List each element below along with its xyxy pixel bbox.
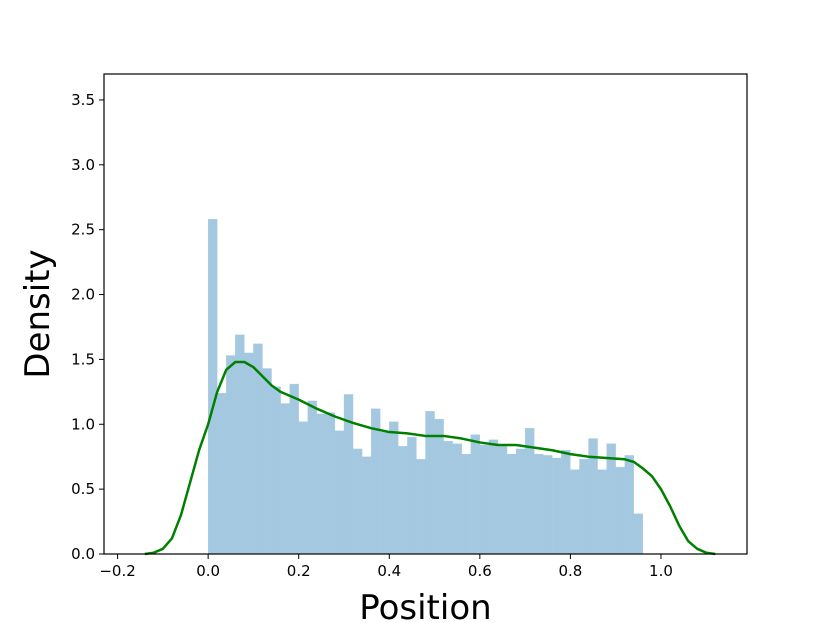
plot-frame bbox=[103, 73, 748, 555]
x-tick-label: −0.2 bbox=[99, 562, 135, 580]
y-tick-label: 2.5 bbox=[71, 221, 95, 239]
x-axis: −0.2 0.0 0.2 0.4 0.6 0.8 1.0 bbox=[99, 554, 673, 580]
histogram-bar bbox=[479, 444, 490, 555]
y-tick-label: 2.0 bbox=[71, 286, 95, 304]
histogram-bar bbox=[207, 219, 218, 555]
y-tick-label: 0.5 bbox=[71, 480, 95, 498]
histogram-bar bbox=[298, 421, 308, 555]
histogram-bar bbox=[515, 448, 526, 555]
histogram-bar bbox=[497, 446, 508, 555]
histogram-bar bbox=[316, 413, 327, 555]
histogram-bar bbox=[271, 386, 281, 555]
histogram-bar bbox=[552, 457, 562, 555]
y-tick-label: 3.0 bbox=[71, 156, 95, 174]
x-tick-label: 0.6 bbox=[468, 562, 492, 580]
histogram-bar bbox=[226, 355, 236, 555]
histogram-bars bbox=[207, 219, 644, 555]
histogram-bar bbox=[434, 418, 444, 555]
histogram-bar bbox=[398, 446, 408, 555]
histogram-bar bbox=[506, 453, 517, 555]
histogram-bar bbox=[289, 383, 299, 555]
histogram-bar bbox=[235, 334, 245, 555]
histogram-bar bbox=[624, 455, 634, 555]
histogram-bar bbox=[443, 440, 453, 555]
histogram-bar bbox=[561, 450, 571, 555]
y-tick-label: 0.0 bbox=[71, 545, 95, 563]
histogram-bar bbox=[244, 352, 254, 555]
histogram-bar bbox=[334, 430, 345, 555]
histogram-bar bbox=[606, 443, 616, 555]
histogram-bar bbox=[425, 411, 435, 555]
histogram-bar bbox=[416, 459, 426, 555]
histogram-bar bbox=[343, 394, 354, 555]
histogram-bar bbox=[470, 434, 480, 555]
histogram-bar bbox=[543, 455, 553, 555]
x-axis-title: Position bbox=[359, 588, 491, 623]
histogram-bar bbox=[452, 443, 462, 555]
x-tick-label: 1.0 bbox=[649, 562, 673, 580]
histogram-bar bbox=[307, 400, 317, 555]
y-tick-label: 1.0 bbox=[71, 415, 95, 433]
histogram-bar bbox=[579, 459, 589, 555]
histogram-bar bbox=[389, 421, 399, 555]
y-tick-label: 3.5 bbox=[71, 91, 95, 109]
x-tick-label: 0.0 bbox=[196, 562, 220, 580]
histogram-bar bbox=[217, 392, 227, 555]
histogram-bar bbox=[633, 513, 644, 555]
histogram-bar bbox=[461, 453, 471, 555]
histogram-bar bbox=[570, 469, 580, 555]
histogram-bar bbox=[361, 456, 372, 555]
histogram-bar bbox=[262, 368, 272, 555]
histogram-bar bbox=[488, 439, 499, 555]
histogram-bar bbox=[325, 412, 336, 555]
histogram-bar bbox=[615, 466, 625, 555]
x-tick-label: 0.8 bbox=[558, 562, 582, 580]
histogram-bar bbox=[534, 453, 544, 555]
kde-line bbox=[144, 360, 716, 556]
y-tick-label: 1.5 bbox=[71, 350, 95, 368]
y-axis: 0.0 0.5 1.0 1.5 2.0 2.5 3.0 3.5 bbox=[71, 91, 104, 563]
histogram-bar bbox=[597, 469, 607, 555]
histogram-bar bbox=[380, 431, 390, 555]
histogram-bar bbox=[407, 437, 417, 555]
histogram-bar bbox=[280, 403, 290, 555]
x-tick-label: 0.2 bbox=[287, 562, 311, 580]
y-axis-title: Density bbox=[18, 249, 58, 378]
x-tick-label: 0.4 bbox=[377, 562, 401, 580]
histogram-bar bbox=[352, 448, 363, 555]
